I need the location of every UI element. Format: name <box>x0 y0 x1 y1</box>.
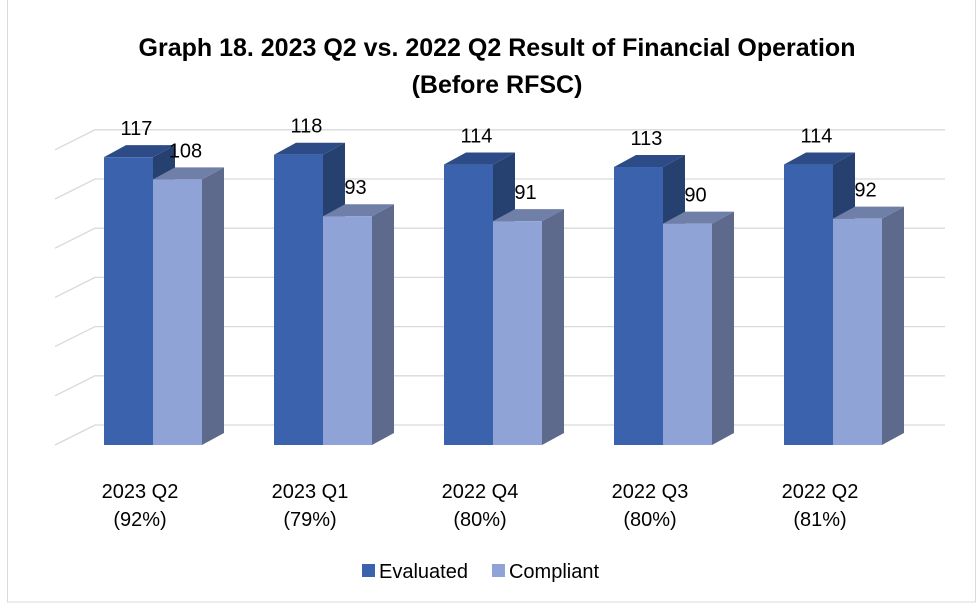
bar <box>833 206 904 445</box>
bar-top <box>493 209 564 222</box>
x-tick-label: 2023 Q2 (92%) <box>101 481 179 531</box>
value-label: 108 <box>169 140 202 162</box>
bar <box>323 204 394 445</box>
value-label: 117 <box>121 118 153 140</box>
chart-title: Graph 18. 2023 Q2 vs. 2022 Q2 Result of … <box>138 34 856 99</box>
bar-top <box>784 152 855 165</box>
bar-front <box>663 223 712 445</box>
grid-line <box>54 129 945 151</box>
bar-side <box>542 209 564 445</box>
bar-top <box>274 142 345 155</box>
bar-front <box>444 164 493 445</box>
x-tick-label: 2022 Q2 (81%) <box>781 481 859 531</box>
bar-front <box>493 221 542 445</box>
x-tick-label: 2023 Q1 (79%) <box>271 481 349 531</box>
bar-side <box>202 167 224 445</box>
bar-front <box>104 157 153 445</box>
bar-front <box>784 164 833 445</box>
bar-side <box>372 204 394 445</box>
bar <box>663 211 734 445</box>
value-label: 91 <box>514 182 536 204</box>
legend-swatch <box>362 564 375 577</box>
bar-front <box>153 179 202 445</box>
legend-label: Evaluated <box>379 561 468 583</box>
bar-front <box>323 216 372 445</box>
bar-front <box>833 218 882 445</box>
value-label: 114 <box>461 126 493 148</box>
bar-front <box>614 167 663 445</box>
value-label: 114 <box>801 126 833 148</box>
value-label: 118 <box>291 116 323 138</box>
bar <box>153 167 224 445</box>
bar-side <box>712 211 734 445</box>
value-label: 93 <box>344 177 366 199</box>
chart-border <box>7 0 976 603</box>
legend-label: Compliant <box>509 561 599 583</box>
value-label: 113 <box>631 128 663 150</box>
bar-top <box>153 167 224 180</box>
bar-front <box>274 154 323 445</box>
bar-top <box>833 206 904 219</box>
bar-top <box>444 152 515 165</box>
bar-top <box>104 145 175 158</box>
bar-top <box>663 211 734 224</box>
value-label: 92 <box>854 180 876 202</box>
x-tick-label: 2022 Q3 (80%) <box>611 481 689 531</box>
bar <box>493 209 564 445</box>
legend-swatch <box>491 564 505 577</box>
x-tick-label: 2022 Q4 (80%) <box>441 481 519 531</box>
bar-top <box>323 204 394 217</box>
bar-side <box>882 206 904 445</box>
bar-top <box>614 155 685 168</box>
value-label: 90 <box>684 185 706 207</box>
